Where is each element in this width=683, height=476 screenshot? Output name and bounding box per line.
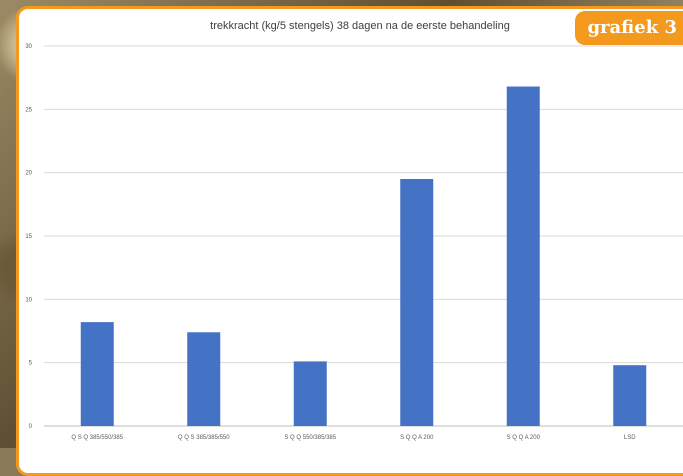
x-tick-label: LSD: [624, 435, 636, 441]
figure-badge: grafiek 3: [575, 11, 683, 45]
x-tick-label: Q Q S 385/385/550: [178, 435, 230, 441]
bar: [187, 332, 221, 426]
x-tick-label: S Q Q A 200: [507, 435, 541, 441]
chart-card: [16, 6, 683, 476]
y-tick-label: 0: [29, 424, 33, 430]
x-tick-label: S Q Q A 200: [400, 435, 434, 441]
x-tick-label: Q S Q 385/550/385: [71, 435, 123, 441]
y-tick-label: 30: [25, 44, 32, 50]
y-tick-label: 10: [25, 297, 32, 303]
bar-chart: 0 5 10 15 20 25 30 Q S Q 385/550/385 Q Q S 385/3…: [25, 44, 683, 441]
bar: [293, 361, 327, 426]
y-tick-label: 5: [29, 361, 33, 367]
chart-title: trekkracht (kg/5 stengels) 38 dagen na d…: [210, 20, 510, 32]
bar: [400, 179, 434, 426]
x-tick-label: S Q Q 550/385/385: [284, 435, 336, 441]
y-tick-label: 25: [25, 107, 32, 113]
y-tick-label: 20: [25, 171, 32, 177]
y-tick-label: 15: [25, 234, 32, 240]
bar: [613, 365, 647, 426]
bar: [80, 322, 114, 426]
bar: [506, 86, 540, 427]
